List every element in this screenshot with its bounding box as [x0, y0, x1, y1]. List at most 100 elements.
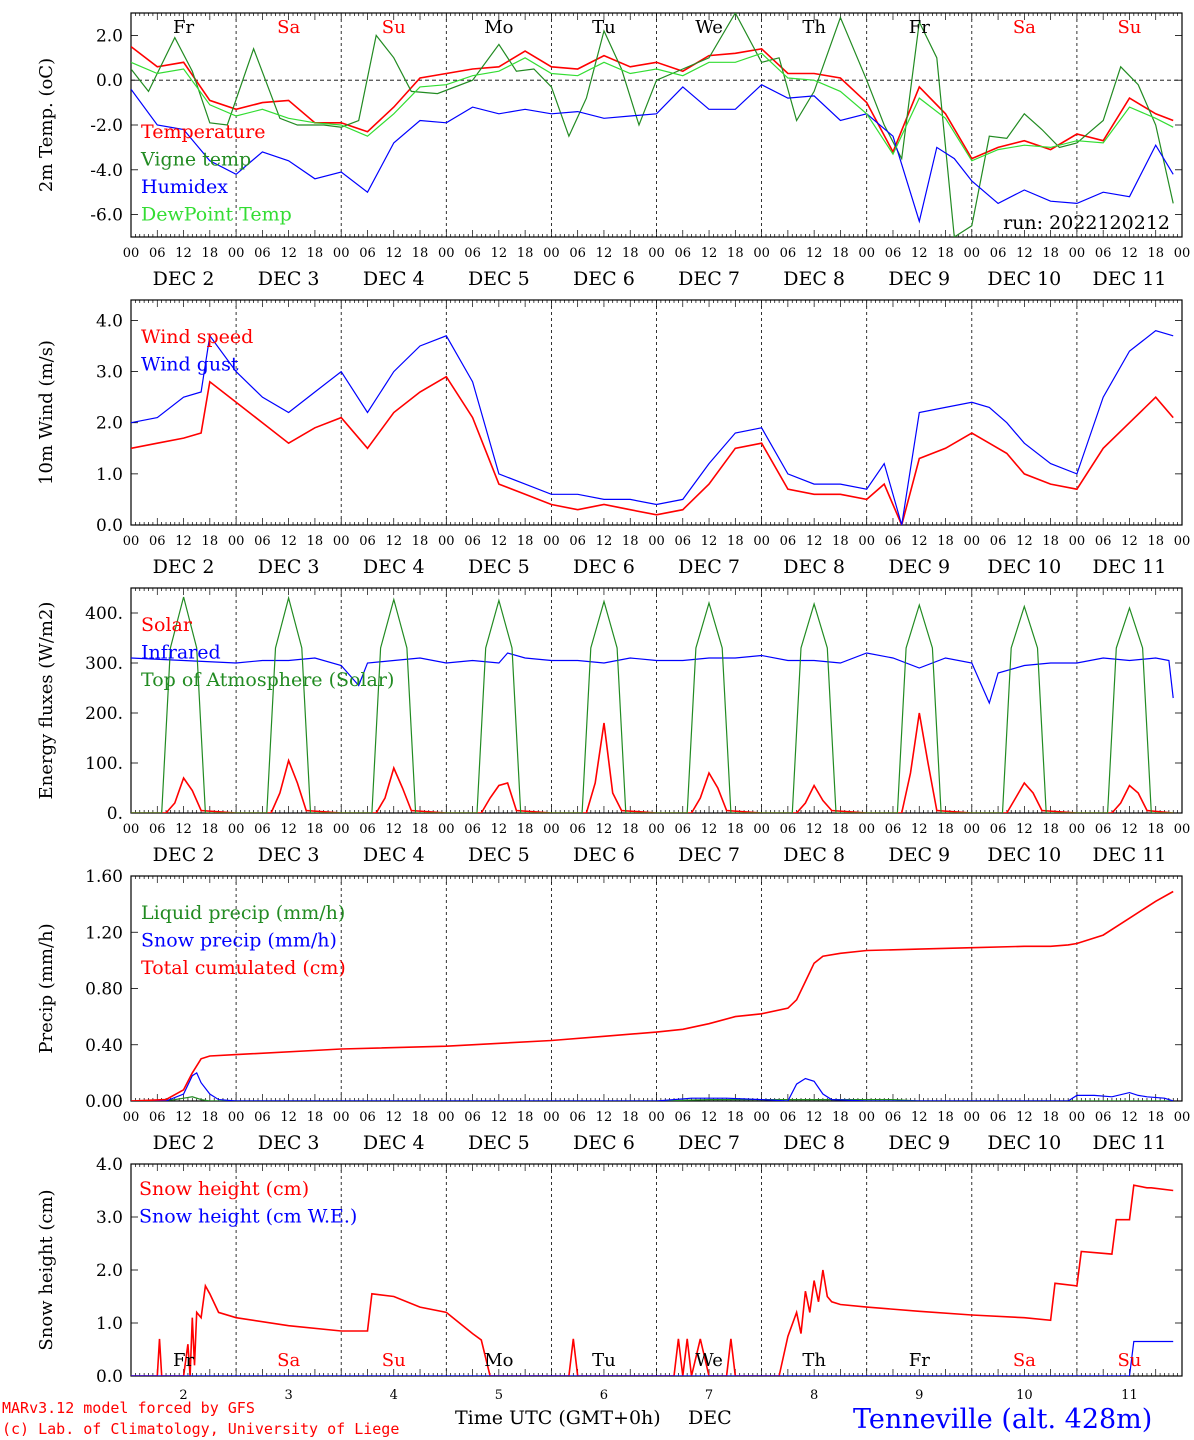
- weekday-label: Sa: [1013, 17, 1036, 38]
- y-axis-label: Precip (mm/h): [36, 923, 57, 1053]
- y-tick-label: 2.0: [96, 414, 123, 434]
- hour-tick-label: 00: [858, 534, 875, 549]
- hour-tick-label: 06: [675, 822, 692, 837]
- y-tick-label: 0.: [107, 804, 123, 824]
- hour-tick-label: 18: [1147, 822, 1164, 837]
- hour-tick-label: 00: [333, 246, 350, 261]
- series-line: [131, 45, 1174, 160]
- hour-tick-label: 12: [385, 1110, 402, 1125]
- hour-tick-label: 06: [1095, 822, 1112, 837]
- day-label: DEC 5: [468, 556, 530, 578]
- hour-tick-label: 00: [543, 1110, 560, 1125]
- legend-entry: Wind speed: [141, 326, 253, 348]
- y-tick-label: 0.0: [96, 1367, 123, 1387]
- hour-tick-label: 00: [123, 534, 140, 549]
- hour-tick-label: 12: [701, 534, 718, 549]
- hour-tick-label: 12: [701, 246, 718, 261]
- day-label: DEC 11: [1093, 844, 1167, 866]
- hour-tick-label: 18: [832, 246, 849, 261]
- hour-tick-label: 12: [1121, 822, 1138, 837]
- y-axis-label: Snow height (cm): [36, 1189, 57, 1350]
- hour-tick-label: 00: [123, 246, 140, 261]
- hour-tick-label: 12: [911, 1110, 928, 1125]
- hour-tick-label: 06: [1095, 1110, 1112, 1125]
- y-tick-label: 1.60: [85, 867, 123, 887]
- hour-tick-label: 18: [622, 1110, 639, 1125]
- hour-tick-label: 06: [780, 822, 797, 837]
- hour-tick-label: 12: [911, 246, 928, 261]
- day-label: DEC 7: [678, 556, 740, 578]
- hour-tick-label: 18: [1147, 534, 1164, 549]
- hour-tick-label: 18: [307, 246, 324, 261]
- hour-tick-label: 00: [228, 534, 245, 549]
- hour-tick-label: 18: [412, 534, 429, 549]
- hour-tick-label: 12: [1016, 534, 1033, 549]
- hour-tick-label: 18: [937, 246, 954, 261]
- y-tick-label: 100.: [85, 754, 123, 774]
- y-tick-label: 1.0: [96, 465, 123, 485]
- y-axis-label: 2m Temp. (oC): [36, 58, 57, 192]
- hour-tick-label: 18: [727, 822, 744, 837]
- hour-tick-label: 06: [675, 534, 692, 549]
- weekday-label: Mo: [484, 17, 513, 38]
- day-label: DEC 7: [678, 1132, 740, 1154]
- hour-tick-label: 12: [385, 534, 402, 549]
- series-line: [131, 13, 1174, 237]
- hour-tick-label: 06: [990, 246, 1007, 261]
- day-label: DEC 10: [987, 844, 1061, 866]
- day-label: DEC 2: [153, 556, 215, 578]
- hour-tick-label: 12: [491, 822, 508, 837]
- hour-tick-label: 18: [622, 246, 639, 261]
- hour-tick-label: 00: [1174, 534, 1191, 549]
- hour-tick-label: 12: [280, 246, 297, 261]
- hour-tick-label: 00: [753, 1110, 770, 1125]
- legend-entry: Temperature: [141, 121, 265, 143]
- hour-tick-label: 12: [911, 822, 928, 837]
- day-number-label: 6: [600, 1388, 608, 1403]
- day-label: DEC 2: [153, 268, 215, 290]
- hour-tick-label: 00: [228, 246, 245, 261]
- day-label: DEC 9: [888, 556, 950, 578]
- hour-tick-label: 18: [832, 534, 849, 549]
- hour-tick-label: 06: [780, 246, 797, 261]
- legend-entry: Total cumulated (cm): [141, 957, 346, 979]
- weekday-label: Su: [382, 1350, 406, 1371]
- day-number-label: 2: [179, 1388, 187, 1403]
- panel-4: 1.60 1.20 0.80 0.40 0.00 Precip (mm/h) Liquid …: [36, 867, 1190, 1154]
- day-label: DEC 3: [258, 556, 320, 578]
- hour-tick-label: 12: [385, 822, 402, 837]
- day-label: DEC 6: [573, 556, 635, 578]
- legend-entry: Snow precip (mm/h): [141, 930, 337, 952]
- hour-tick-label: 18: [622, 534, 639, 549]
- weekday-label: Sa: [1013, 1350, 1036, 1371]
- credit-line-1: MARv3.12 model forced by GFS: [2, 1399, 255, 1417]
- hour-tick-label: 12: [806, 246, 823, 261]
- hour-tick-label: 12: [280, 534, 297, 549]
- hour-tick-label: 12: [1016, 246, 1033, 261]
- hour-tick-label: 18: [937, 822, 954, 837]
- hour-tick-label: 06: [885, 1110, 902, 1125]
- weekday-label: Fr: [173, 1350, 194, 1371]
- day-number-label: 8: [810, 1388, 818, 1403]
- hour-tick-label: 00: [1069, 822, 1086, 837]
- hour-tick-label: 12: [596, 1110, 613, 1125]
- y-axis-label: Energy fluxes (W/m2): [36, 602, 57, 800]
- hour-tick-label: 18: [202, 246, 219, 261]
- day-label: DEC 5: [468, 844, 530, 866]
- hour-tick-label: 06: [359, 1110, 376, 1125]
- weekday-label: Sa: [277, 17, 300, 38]
- weekday-label: Mo: [484, 1350, 513, 1371]
- hour-tick-label: 00: [1069, 534, 1086, 549]
- weekday-label: Fr: [909, 17, 930, 38]
- hour-tick-label: 12: [806, 534, 823, 549]
- day-label: DEC 11: [1093, 1132, 1167, 1154]
- day-number-label: 4: [390, 1388, 398, 1403]
- day-number-label: 5: [495, 1388, 503, 1403]
- hour-tick-label: 12: [280, 1110, 297, 1125]
- day-label: DEC 3: [258, 844, 320, 866]
- station-name: Tenneville (alt. 428m): [853, 1404, 1152, 1435]
- hour-tick-label: 12: [491, 534, 508, 549]
- hour-tick-label: 00: [123, 822, 140, 837]
- day-label: DEC 3: [258, 268, 320, 290]
- y-tick-label: 300.: [85, 654, 123, 674]
